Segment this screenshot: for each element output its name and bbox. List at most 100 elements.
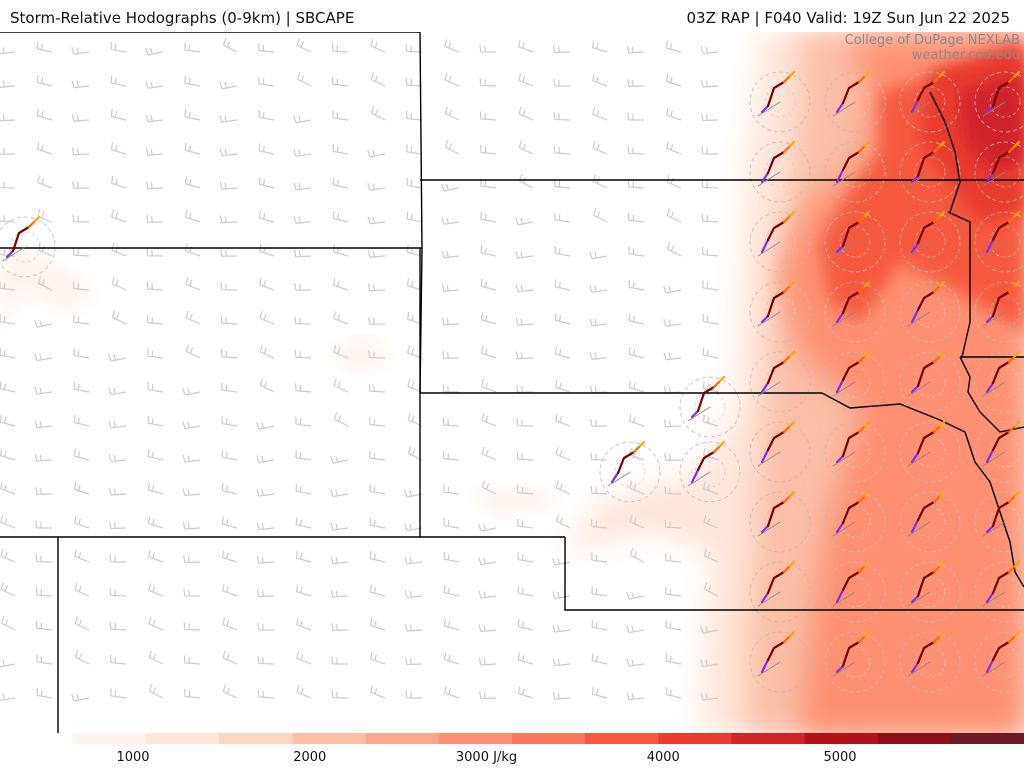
wind-barb — [256, 488, 275, 497]
hodograph-trace — [687, 375, 726, 422]
wind-barb — [480, 178, 497, 189]
hodograph-ring-inner — [914, 576, 946, 608]
wind-barb — [405, 690, 423, 699]
wind-barb — [0, 80, 16, 88]
wind-barb — [182, 421, 201, 430]
weather-map[interactable]: College of DuPage NEXLAB weather.cod.edu — [0, 32, 1024, 733]
hodograph-ring-inner — [914, 296, 946, 328]
wind-barb — [370, 38, 386, 53]
wind-barb — [404, 556, 423, 565]
wind-barb — [628, 280, 645, 291]
wind-barb — [480, 145, 497, 155]
wind-barb — [626, 592, 645, 600]
wind-barb — [444, 72, 460, 87]
hodograph-trace — [832, 420, 871, 467]
hodograph-ring-inner — [764, 646, 796, 678]
wind-barb — [36, 654, 53, 665]
cape-ks-patch — [470, 487, 560, 517]
hodograph-ring-inner — [839, 366, 871, 398]
wind-barb — [110, 175, 127, 189]
hodograph-ring — [899, 281, 961, 343]
wind-barb — [35, 487, 53, 496]
wind-barb — [34, 453, 53, 462]
wind-barb — [370, 72, 386, 87]
wind-barb — [369, 618, 386, 631]
hodograph-ring — [824, 281, 886, 343]
wind-barb — [552, 558, 571, 566]
wind-barb — [404, 590, 423, 599]
wind-barb — [222, 617, 238, 631]
wind-barb — [146, 315, 164, 325]
wind-barb — [664, 452, 682, 461]
wind-barb — [145, 181, 164, 190]
hodograph-ring — [824, 71, 886, 133]
hodograph-trace — [907, 490, 946, 537]
colorbar-segment — [804, 733, 879, 744]
hodograph-trace — [907, 140, 946, 187]
wind-barb — [222, 37, 238, 53]
wind-barb — [552, 591, 571, 600]
wind-barb — [148, 616, 164, 631]
wind-barb — [554, 212, 571, 223]
hodograph-trace — [2, 215, 41, 262]
hodograph-trace — [757, 70, 796, 117]
hodograph-trace — [982, 350, 1021, 397]
hodograph-ring-inner — [914, 86, 946, 118]
wind-barb — [221, 550, 238, 563]
cape-co-patch — [330, 337, 390, 372]
wind-barb — [293, 216, 312, 224]
wind-barb — [185, 344, 201, 359]
hodograph-ring-inner — [914, 436, 946, 468]
wind-barb — [479, 44, 497, 53]
wind-barb — [442, 451, 460, 461]
hodograph-trace — [982, 140, 1021, 187]
wind-barb — [590, 485, 608, 495]
hodographs — [2, 70, 1021, 677]
wind-barb — [110, 108, 127, 121]
wind-barb — [109, 554, 127, 563]
wind-barb — [295, 584, 312, 597]
hodograph-trace — [982, 70, 1021, 117]
wind-barb — [0, 615, 16, 631]
hodograph-ring — [899, 631, 961, 693]
wind-barb — [0, 347, 16, 359]
hodograph-ring-inner — [764, 156, 796, 188]
wind-barb — [702, 414, 719, 427]
wind-barb — [108, 487, 127, 496]
hodograph-trace — [982, 280, 1021, 327]
wind-barb — [443, 551, 460, 563]
wind-barb — [73, 348, 90, 359]
wind-barb — [702, 314, 719, 325]
hodograph-trace — [757, 630, 796, 677]
wind-barb — [592, 107, 608, 121]
hodograph-ring-inner — [9, 231, 41, 263]
wind-barb — [663, 386, 682, 394]
wind-barb — [296, 38, 312, 53]
hodograph-ring-inner — [839, 646, 871, 678]
wind-barb — [148, 650, 164, 665]
wind-barb — [405, 44, 423, 53]
wind-barb — [517, 652, 534, 665]
wind-barb — [73, 381, 90, 393]
wind-barb — [257, 689, 275, 699]
colorbar-segment — [512, 733, 587, 744]
wind-barb — [258, 43, 275, 53]
wind-barb — [108, 420, 127, 429]
hodograph-trace — [832, 210, 871, 257]
wind-barb — [443, 518, 460, 529]
wind-barb — [554, 379, 571, 393]
wind-barb — [665, 620, 682, 631]
wind-barb — [478, 590, 497, 599]
hodograph-trace — [982, 420, 1021, 467]
wind-barb — [666, 174, 682, 189]
wind-barb — [0, 448, 16, 461]
wind-barb — [517, 585, 534, 597]
wind-barb — [442, 417, 460, 427]
wind-barb — [259, 344, 275, 359]
wind-barb — [441, 217, 460, 225]
wind-barb — [443, 484, 460, 495]
wind-barb — [518, 73, 534, 87]
hodograph-ring — [749, 211, 811, 273]
wind-barb — [703, 582, 719, 597]
wind-barb — [589, 318, 608, 327]
